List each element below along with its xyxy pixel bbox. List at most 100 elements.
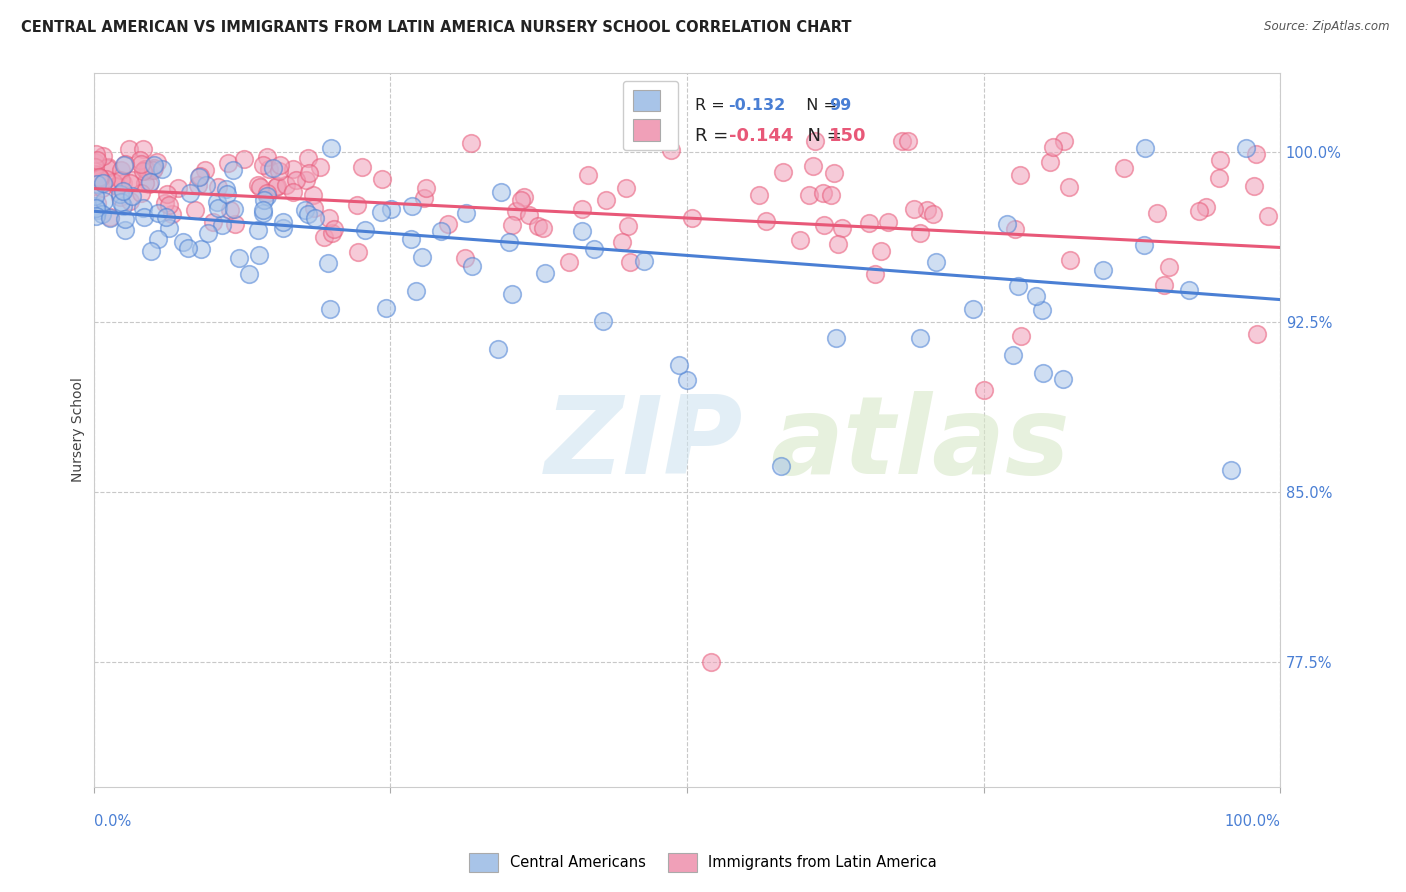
Point bbox=[219, 202, 242, 217]
Point bbox=[98, 210, 121, 224]
Text: N =: N = bbox=[796, 97, 842, 112]
Point bbox=[84, 160, 107, 174]
Point bbox=[257, 162, 280, 177]
Point bbox=[84, 167, 107, 181]
Point bbox=[617, 219, 640, 233]
Point bbox=[132, 201, 155, 215]
Point bbox=[505, 204, 527, 219]
Point bbox=[121, 189, 143, 203]
Point bbox=[1091, 263, 1114, 277]
Point bbox=[298, 165, 321, 179]
Point bbox=[430, 224, 453, 238]
Point bbox=[352, 160, 374, 174]
Point bbox=[755, 214, 778, 228]
Point bbox=[157, 198, 180, 212]
Point bbox=[118, 142, 141, 156]
Point bbox=[172, 235, 194, 249]
Point bbox=[375, 301, 398, 315]
Point bbox=[160, 206, 183, 220]
Point bbox=[177, 241, 200, 255]
Point bbox=[114, 223, 136, 237]
Point bbox=[194, 178, 217, 192]
Point bbox=[995, 217, 1018, 231]
Point bbox=[897, 134, 920, 148]
Point bbox=[121, 173, 143, 187]
Point bbox=[489, 185, 512, 199]
Point bbox=[83, 189, 105, 203]
Point bbox=[269, 158, 291, 172]
Point bbox=[224, 217, 246, 231]
Point bbox=[267, 163, 290, 178]
Point bbox=[769, 458, 792, 473]
Point bbox=[318, 211, 340, 226]
Point bbox=[813, 186, 835, 201]
Point bbox=[87, 169, 110, 184]
Text: 99: 99 bbox=[830, 97, 852, 112]
Point bbox=[215, 182, 238, 196]
Point bbox=[804, 134, 827, 148]
Point bbox=[1031, 302, 1053, 317]
Point bbox=[659, 143, 682, 157]
Point bbox=[256, 189, 278, 203]
Point bbox=[411, 251, 433, 265]
Point bbox=[699, 655, 721, 669]
Point bbox=[1209, 153, 1232, 168]
Point bbox=[401, 199, 423, 213]
Point bbox=[571, 224, 593, 238]
Point bbox=[134, 161, 156, 176]
Legend: , : , bbox=[623, 80, 679, 150]
Point bbox=[129, 186, 152, 200]
Point bbox=[101, 175, 124, 189]
Text: R =: R = bbox=[696, 97, 730, 112]
Point bbox=[668, 359, 690, 373]
Point bbox=[83, 199, 105, 213]
Point bbox=[312, 230, 335, 244]
Point bbox=[614, 181, 637, 195]
Point bbox=[194, 163, 217, 178]
Point bbox=[592, 313, 614, 327]
Point bbox=[179, 186, 201, 200]
Point bbox=[456, 206, 478, 220]
Point bbox=[908, 226, 931, 240]
Point bbox=[461, 260, 484, 274]
Point bbox=[1243, 178, 1265, 193]
Point bbox=[412, 191, 434, 205]
Point bbox=[273, 221, 295, 235]
Point bbox=[187, 178, 209, 193]
Point bbox=[813, 218, 835, 232]
Point bbox=[1002, 348, 1025, 362]
Text: 150: 150 bbox=[830, 127, 868, 145]
Point bbox=[316, 255, 339, 269]
Point bbox=[610, 235, 633, 249]
Text: -0.144: -0.144 bbox=[728, 127, 793, 145]
Point bbox=[112, 177, 135, 191]
Point bbox=[1153, 278, 1175, 293]
Point bbox=[460, 136, 482, 150]
Point bbox=[146, 154, 169, 169]
Point bbox=[865, 268, 887, 282]
Point bbox=[129, 153, 152, 167]
Point bbox=[132, 164, 155, 178]
Point bbox=[891, 134, 914, 148]
Point bbox=[789, 233, 811, 247]
Point bbox=[583, 242, 606, 256]
Point bbox=[510, 193, 533, 207]
Point bbox=[271, 215, 294, 229]
Point bbox=[97, 160, 120, 174]
Text: 0.0%: 0.0% bbox=[94, 814, 131, 829]
Point bbox=[217, 187, 239, 202]
Point bbox=[217, 156, 239, 170]
Point bbox=[903, 202, 925, 216]
Point bbox=[1146, 206, 1168, 220]
Point bbox=[112, 184, 135, 198]
Point bbox=[415, 180, 437, 194]
Point bbox=[233, 152, 256, 166]
Point bbox=[1039, 155, 1062, 169]
Point bbox=[155, 210, 177, 224]
Point bbox=[486, 342, 509, 356]
Point bbox=[309, 160, 332, 174]
Point bbox=[925, 254, 948, 268]
Point bbox=[159, 221, 181, 235]
Point bbox=[1157, 260, 1180, 275]
Point bbox=[321, 227, 343, 241]
